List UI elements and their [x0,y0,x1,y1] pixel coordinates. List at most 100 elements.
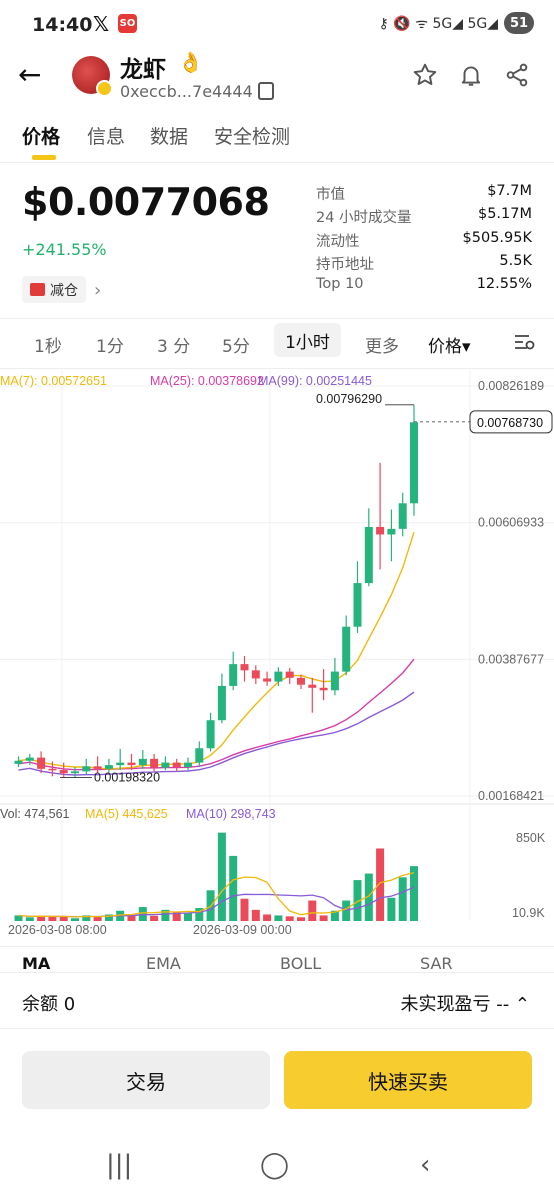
indicator-ma[interactable]: MA [22,954,51,973]
timeframe-more[interactable]: 更多 [365,337,399,357]
volume-bar [138,907,147,921]
candle-body [376,526,385,535]
y-tick-label: 0.00387677 [478,652,544,666]
star-icon[interactable] [412,62,438,88]
volume-bar [37,915,46,921]
candle-body [285,671,294,678]
back-nav-icon[interactable]: ‹ [420,1150,431,1180]
last-price-box [469,410,553,434]
tab-data[interactable]: 数据 [150,126,189,148]
candle-body [172,762,181,767]
tab-info[interactable]: 信息 [87,126,126,148]
candle-body [116,762,125,766]
ma-legend-2: MA(99): 0.00251445 [258,374,372,388]
ma7-line [18,531,415,770]
divider [0,972,554,973]
indicator-boll[interactable]: BOLL [280,954,322,973]
ma99-line [18,691,415,776]
divider [0,1028,554,1029]
back-button[interactable]: ← [18,58,42,91]
volume-bar [342,900,351,921]
stat-label-top10: Top 10 [316,276,364,292]
y-tick-label: 0.00826189 [478,379,544,393]
candle-body [319,687,328,691]
candle-body [263,678,272,682]
candle-body [330,671,339,691]
tab-security[interactable]: 安全检测 [214,126,291,148]
copy-icon[interactable] [258,82,274,100]
reduce-position-button[interactable]: 减仓 [22,276,86,303]
candle-body [25,757,34,761]
timeframe-1m[interactable]: 1分 [96,337,124,357]
divider [0,946,554,947]
volume-bar [150,915,159,921]
status-time: 14:40 [32,14,93,36]
quick-trade-button[interactable]: 快速买卖 [284,1051,532,1109]
candle-body [37,757,46,769]
volume-bar [14,915,23,921]
token-address[interactable]: 0xeccb...7e4444 [120,82,253,101]
chevron-right-icon[interactable]: › [94,280,102,301]
timeframe-3m[interactable]: 3 分 [157,337,191,357]
candle-body [364,526,373,584]
bell-icon[interactable] [458,62,484,88]
candlestick-chart[interactable]: 0.00826189 0.00606933 0.00387677 0.00168421… [0,368,554,948]
x-label-1: 2026-03-09 00:00 [193,923,292,937]
volume-bar [104,914,113,921]
volume-bar [330,910,339,921]
timeframe-1s[interactable]: 1秒 [34,337,62,357]
chart-settings-icon[interactable] [512,330,536,359]
candle-body [387,528,396,535]
stat-value-volume: $5.17M [477,206,532,222]
tab-indicator [32,155,56,160]
share-icon[interactable] [504,62,530,88]
home-icon[interactable]: ◯ [260,1150,290,1180]
status-icons: ⚷ 🔇 ᯤ 5G◢ 5G◢ 51 [379,12,534,34]
chain-badge-icon [96,80,113,97]
volume-bar [93,916,102,921]
candle-body [297,677,305,685]
candle-body [274,671,283,682]
recent-apps-icon[interactable]: ||| [106,1150,133,1180]
candle-body [229,664,238,686]
token-name: 龙虾 [120,57,166,83]
volume-ma5-line [18,871,415,918]
volume-bar [387,897,396,921]
stat-label-liquidity: 流动性 [316,234,360,250]
candle-body [104,765,113,769]
volume-tick-max: 850K [516,831,546,845]
timeframe-5m[interactable]: 5分 [222,337,250,357]
volume-bar [319,915,328,921]
ma25-line [18,658,415,771]
stat-label-volume: 24 小时成交量 [316,210,412,226]
battery-icon: 51 [504,12,534,34]
volume-bar [184,912,192,921]
unrealized-pnl-toggle[interactable]: 未实现盈亏 -- ⌃ [400,994,530,1015]
ma-legend-0: MA(7): 0.00572651 [0,374,107,388]
x-app-icon: 𝕏 [93,12,110,36]
volume-bar [398,877,407,921]
low-label: 0.00198320 [94,771,160,785]
volume-bar [240,898,249,921]
indicator-ema[interactable]: EMA [146,954,181,973]
divider [0,318,554,319]
last-price-label: 0.00768730 [477,416,543,430]
stat-value-holders: 5.5K [499,253,532,269]
balance-label: 余额 0 [22,994,76,1015]
timeframe-1h[interactable]: 1小时 [274,323,341,357]
stat-label-market-cap: 市值 [316,187,345,203]
tab-price[interactable]: 价格 [22,126,61,148]
reduce-icon [30,283,45,296]
volume-bar [410,866,418,921]
candle-body [71,771,79,774]
trade-button[interactable]: 交易 [22,1051,270,1109]
candle-body [93,766,102,769]
candle-body [14,760,23,764]
indicator-sar[interactable]: SAR [420,954,453,973]
candle-body [240,664,249,671]
volume-bar [82,915,91,921]
stat-value-liquidity: $505.95K [462,230,532,246]
divider [0,162,554,163]
price-mode-dropdown[interactable]: 价格▾ [428,337,471,357]
volume-bar [59,916,68,921]
